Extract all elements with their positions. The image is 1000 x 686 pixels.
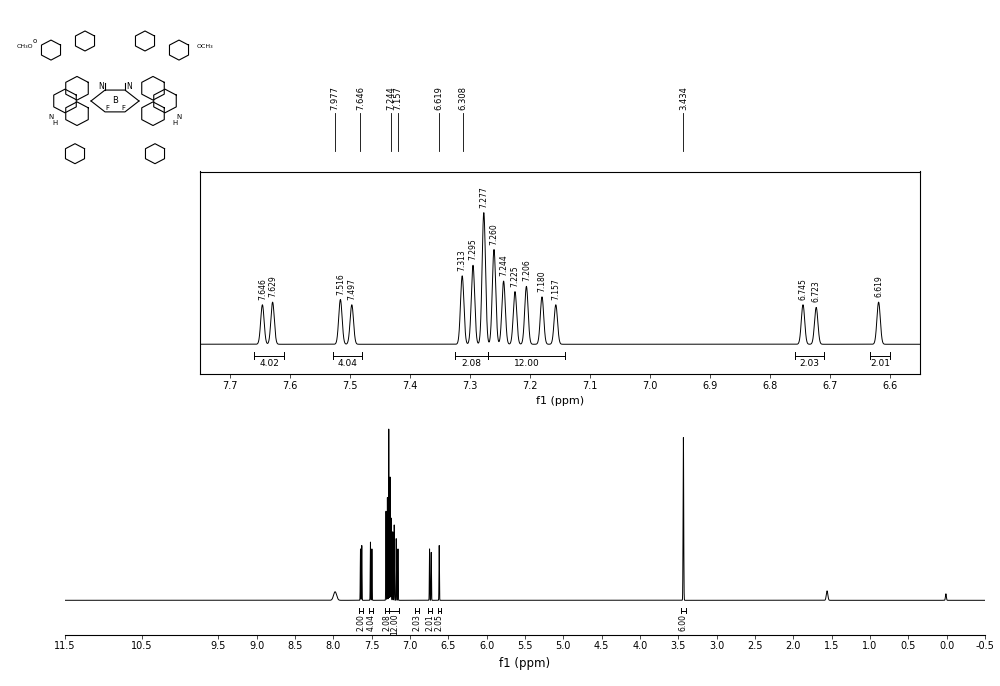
- Text: 2.00: 2.00: [357, 614, 366, 630]
- Text: 2.05: 2.05: [435, 614, 444, 630]
- Text: 7.646: 7.646: [356, 86, 365, 110]
- Text: N: N: [98, 82, 104, 91]
- Text: 12.00: 12.00: [514, 359, 539, 368]
- Text: H: H: [52, 120, 58, 126]
- Text: B: B: [112, 97, 118, 106]
- Text: 3.434: 3.434: [679, 86, 688, 110]
- Text: 4.04: 4.04: [338, 359, 358, 368]
- Text: 7.629: 7.629: [268, 276, 277, 297]
- Text: 7.646: 7.646: [258, 278, 267, 300]
- Text: N: N: [48, 115, 54, 120]
- Text: 7.244: 7.244: [387, 86, 396, 110]
- Text: 2.01: 2.01: [426, 614, 435, 630]
- Text: 4.04: 4.04: [367, 614, 376, 631]
- Text: OCH₃: OCH₃: [197, 44, 213, 49]
- Text: 7.225: 7.225: [511, 265, 520, 287]
- Text: 7.244: 7.244: [499, 255, 508, 276]
- Text: 2.08: 2.08: [462, 359, 482, 368]
- Text: 7.260: 7.260: [490, 223, 498, 244]
- Text: 4.02: 4.02: [259, 359, 279, 368]
- Text: 7.277: 7.277: [479, 186, 488, 208]
- Text: 2.03: 2.03: [413, 614, 422, 630]
- Text: H: H: [172, 120, 178, 126]
- Text: 7.313: 7.313: [458, 249, 467, 271]
- Text: 6.619: 6.619: [435, 86, 444, 110]
- Text: 2.01: 2.01: [870, 359, 890, 368]
- Text: 7.180: 7.180: [538, 270, 546, 292]
- Text: F: F: [121, 105, 125, 111]
- Text: N: N: [176, 115, 182, 120]
- Text: 2.03: 2.03: [800, 359, 820, 368]
- Text: 7.516: 7.516: [336, 273, 345, 294]
- Text: 7.497: 7.497: [347, 278, 356, 300]
- Text: N: N: [126, 82, 132, 91]
- Text: 7.977: 7.977: [331, 86, 340, 110]
- Text: 6.00: 6.00: [679, 614, 688, 631]
- Text: 7.206: 7.206: [522, 260, 531, 281]
- Text: 6.723: 6.723: [812, 281, 821, 303]
- Text: o: o: [33, 38, 37, 44]
- Text: 6.745: 6.745: [798, 278, 808, 300]
- Text: CH₃O: CH₃O: [17, 44, 33, 49]
- X-axis label: f1 (ppm): f1 (ppm): [536, 397, 584, 406]
- Text: 6.619: 6.619: [874, 276, 883, 297]
- Text: F: F: [105, 105, 109, 111]
- Text: 7.157: 7.157: [551, 278, 560, 300]
- Text: 12.00: 12.00: [390, 614, 399, 635]
- Text: 7.157: 7.157: [393, 86, 402, 110]
- X-axis label: f1 (ppm): f1 (ppm): [499, 657, 551, 670]
- Text: 2.08: 2.08: [383, 614, 392, 630]
- Text: 6.308: 6.308: [459, 86, 468, 110]
- Text: 7.295: 7.295: [468, 239, 478, 261]
